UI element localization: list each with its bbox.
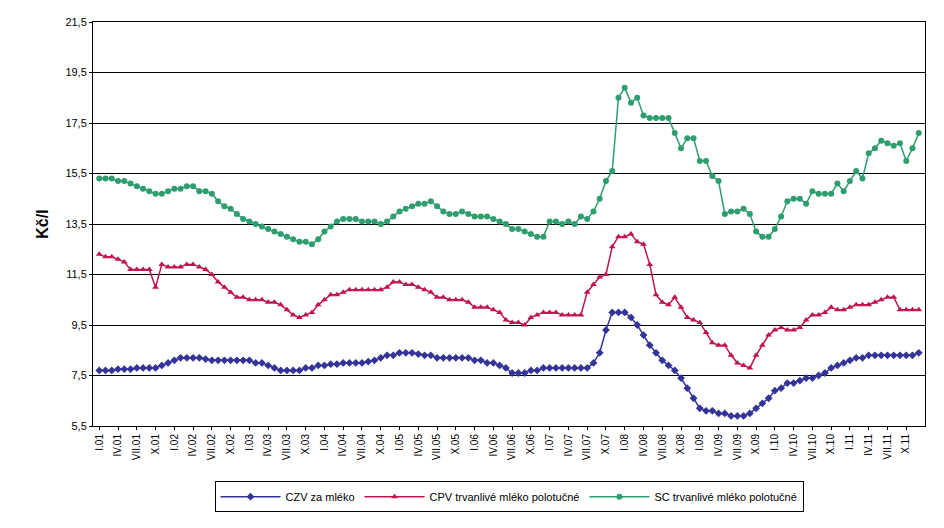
svg-text:IV.04: IV.04	[337, 434, 348, 457]
svg-text:X.03: X.03	[300, 434, 311, 455]
svg-text:21,5: 21,5	[65, 16, 86, 28]
svg-text:VII.08: VII.08	[657, 434, 668, 461]
svg-text:IV.03: IV.03	[262, 434, 273, 457]
svg-text:CZV za mléko: CZV za mléko	[286, 491, 355, 503]
svg-text:19,5: 19,5	[65, 66, 86, 78]
svg-text:9,5: 9,5	[72, 319, 87, 331]
svg-text:13,5: 13,5	[65, 218, 86, 230]
svg-text:X.11: X.11	[900, 434, 911, 454]
svg-text:Kč/l: Kč/l	[34, 209, 51, 238]
svg-text:X.01: X.01	[150, 434, 161, 455]
svg-text:VII.01: VII.01	[131, 434, 142, 461]
svg-text:I.03: I.03	[244, 434, 255, 451]
svg-text:IV.02: IV.02	[187, 434, 198, 457]
svg-text:X.09: X.09	[750, 434, 761, 455]
svg-text:I.08: I.08	[619, 434, 630, 451]
svg-text:VII.11: VII.11	[882, 434, 893, 460]
svg-text:I.05: I.05	[394, 434, 405, 451]
svg-text:IV.07: IV.07	[563, 434, 574, 457]
svg-text:IV.09: IV.09	[713, 434, 724, 457]
svg-text:I.02: I.02	[169, 434, 180, 451]
svg-text:VII.10: VII.10	[807, 434, 818, 461]
svg-text:VII.09: VII.09	[732, 434, 743, 461]
svg-text:I.04: I.04	[319, 434, 330, 451]
svg-text:I.06: I.06	[469, 434, 480, 451]
svg-text:SC trvanlivé mléko polotučné: SC trvanlivé mléko polotučné	[654, 491, 796, 503]
svg-text:I.11: I.11	[844, 434, 855, 450]
svg-text:IV.06: IV.06	[488, 434, 499, 457]
svg-text:17,5: 17,5	[65, 117, 86, 129]
svg-text:I.01: I.01	[94, 434, 105, 451]
svg-text:X.10: X.10	[825, 434, 836, 455]
svg-text:VII.05: VII.05	[431, 434, 442, 461]
svg-text:IV.08: IV.08	[638, 434, 649, 457]
svg-text:VII.04: VII.04	[356, 434, 367, 461]
svg-text:X.07: X.07	[600, 434, 611, 455]
svg-text:I.07: I.07	[544, 434, 555, 451]
svg-text:IV.01: IV.01	[112, 434, 123, 457]
svg-text:IV.11: IV.11	[863, 434, 874, 456]
svg-text:IV.05: IV.05	[413, 434, 424, 457]
svg-text:15,5: 15,5	[65, 167, 86, 179]
svg-text:X.05: X.05	[450, 434, 461, 455]
svg-text:5,5: 5,5	[72, 420, 87, 432]
svg-text:VII.02: VII.02	[206, 434, 217, 461]
svg-text:X.06: X.06	[525, 434, 536, 455]
svg-text:X.08: X.08	[675, 434, 686, 455]
svg-text:CPV trvanlivé mléko polotučné: CPV trvanlivé mléko polotučné	[430, 491, 580, 503]
svg-text:7,5: 7,5	[72, 369, 87, 381]
svg-text:11,5: 11,5	[66, 268, 87, 280]
svg-text:IV.10: IV.10	[788, 434, 799, 457]
svg-text:VII.07: VII.07	[581, 434, 592, 461]
svg-text:VII.06: VII.06	[506, 434, 517, 461]
svg-text:X.04: X.04	[375, 434, 386, 455]
svg-text:X.02: X.02	[225, 434, 236, 455]
svg-text:VII.03: VII.03	[281, 434, 292, 461]
svg-text:I.09: I.09	[694, 434, 705, 451]
svg-text:I.10: I.10	[769, 434, 780, 451]
